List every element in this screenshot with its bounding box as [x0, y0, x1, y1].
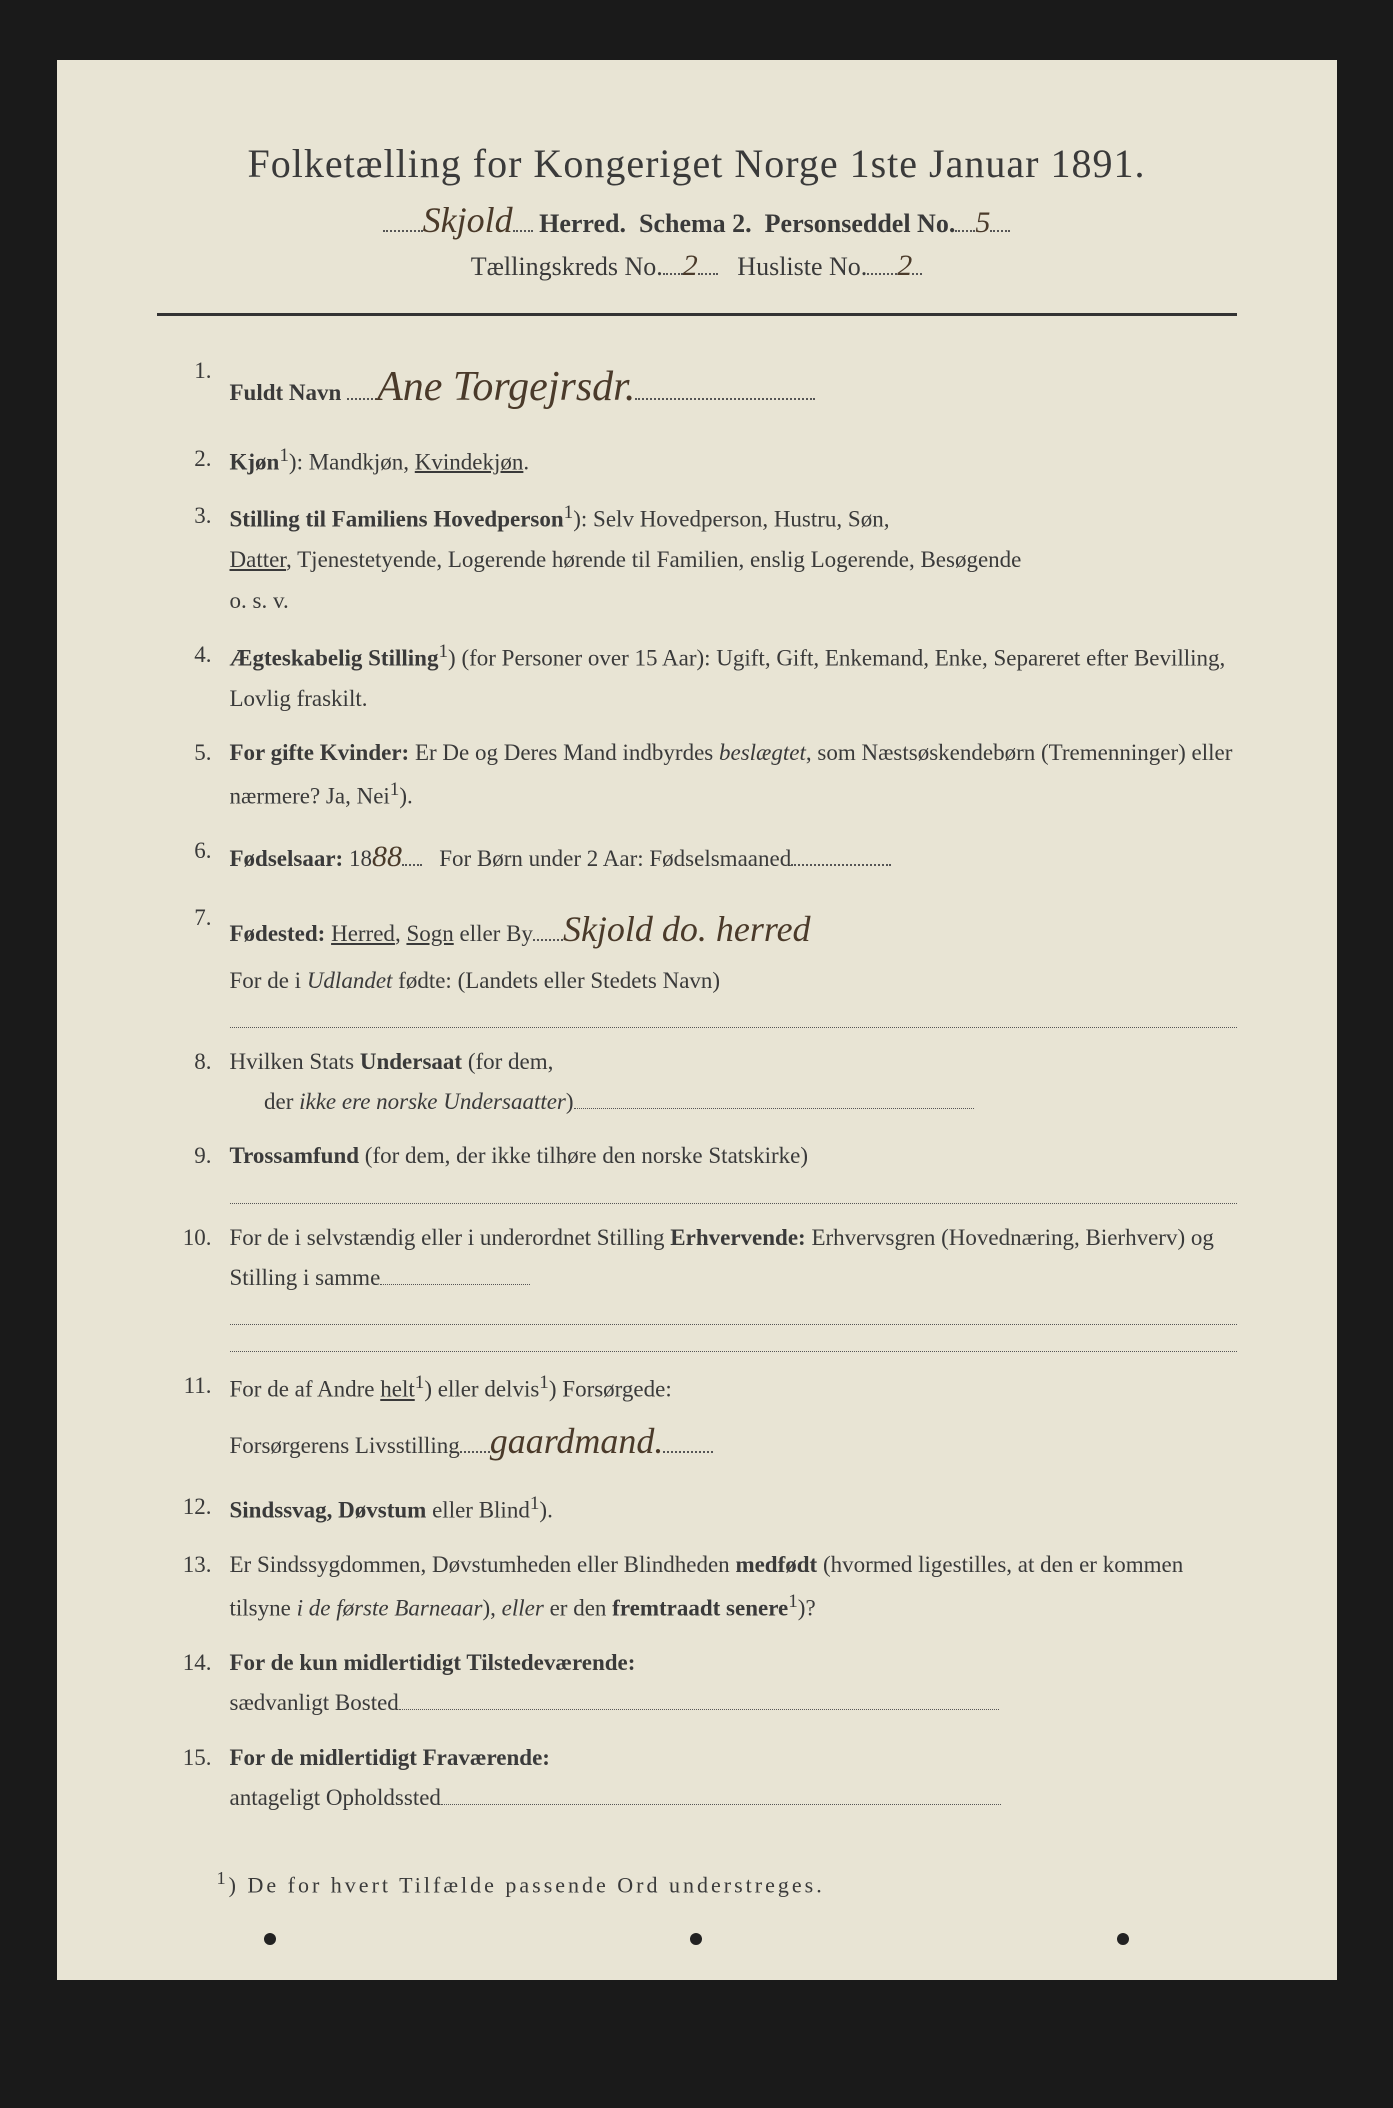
aegteskab-label: Ægteskabelig Stilling: [230, 645, 439, 670]
item-13: 13. Er Sindssygdommen, Døvstumheden elle…: [157, 1545, 1237, 1629]
fodested-value: Skjold do. herred: [563, 909, 811, 949]
item-15: 15. For de midlertidigt Fraværende: anta…: [157, 1738, 1237, 1819]
taellingskreds-value: 2: [683, 249, 698, 282]
header-row-2: Tællingskreds No. 2 Husliste No. 2: [157, 249, 1237, 283]
taellingskreds-label: Tællingskreds No.: [471, 252, 663, 281]
hole-icon: [1117, 1933, 1129, 1945]
herred-label: Herred.: [539, 209, 626, 238]
hole-icon: [690, 1933, 702, 1945]
stilling-selected: Datter: [230, 547, 287, 572]
sindssvag-label: Sindssvag, Døvstum: [230, 1498, 427, 1523]
kjon-label: Kjøn: [230, 449, 280, 474]
item-9: 9. Trossamfund (for dem, der ikke tilhør…: [157, 1136, 1237, 1203]
midlertidig-fravaer-label: For de midlertidigt Fraværende:: [230, 1745, 550, 1770]
item-12: 12. Sindssvag, Døvstum eller Blind1).: [157, 1487, 1237, 1531]
item-11: 11. For de af Andre helt1) eller delvis1…: [157, 1366, 1237, 1473]
kjon-selected: Kvindekjøn: [415, 449, 524, 474]
item-3: 3. Stilling til Familiens Hovedperson1):…: [157, 496, 1237, 620]
stilling-label: Stilling til Familiens Hovedperson: [230, 507, 564, 532]
page-title: Folketælling for Kongeriget Norge 1ste J…: [157, 140, 1237, 187]
personseddel-value: 5: [975, 206, 990, 239]
fodselsaar-label: Fødselsaar:: [230, 846, 344, 871]
fuldt-navn-label: Fuldt Navn: [230, 380, 342, 405]
fodested-label: Fødested:: [230, 921, 326, 946]
hole-icon: [264, 1933, 276, 1945]
forsorger-value: gaardmand.: [490, 1421, 664, 1461]
personseddel-label: Personseddel No.: [765, 209, 956, 238]
fodselsaar-value: 88: [372, 840, 402, 873]
item-2: 2. Kjøn1): Mandkjøn, Kvindekjøn.: [157, 439, 1237, 483]
punch-holes: [57, 1933, 1337, 1945]
item-6: 6. Fødselsaar: 1888 For Børn under 2 Aar…: [157, 831, 1237, 884]
item-7: 7. Fødested: Herred, Sogn eller BySkjold…: [157, 898, 1237, 1028]
divider: [157, 313, 1237, 316]
fuldt-navn-value: Ane Torgejrsdr.: [377, 364, 635, 410]
husliste-label: Husliste No.: [737, 252, 867, 281]
trossamfund-label: Trossamfund: [230, 1143, 360, 1168]
census-form-page: Folketælling for Kongeriget Norge 1ste J…: [57, 60, 1337, 1980]
schema-label: Schema 2.: [639, 209, 752, 238]
item-14: 14. For de kun midlertidigt Tilstedevære…: [157, 1643, 1237, 1724]
item-10: 10. For de i selvstændig eller i underor…: [157, 1218, 1237, 1353]
gifte-kvinder-label: For gifte Kvinder:: [230, 740, 410, 765]
husliste-value: 2: [897, 249, 912, 282]
form-list: 1. Fuldt Navn Ane Torgejrsdr. 2. Kjøn1):…: [157, 351, 1237, 1818]
midlertidig-tilstede-label: For de kun midlertidigt Tilstedeværende:: [230, 1650, 636, 1675]
item-4: 4. Ægteskabelig Stilling1) (for Personer…: [157, 635, 1237, 719]
footnote: 1) De for hvert Tilfælde passende Ord un…: [157, 1868, 1237, 1898]
item-1: 1. Fuldt Navn Ane Torgejrsdr.: [157, 351, 1237, 425]
header-row-1: Skjold Herred. Schema 2. Personseddel No…: [157, 199, 1237, 241]
item-5: 5. For gifte Kvinder: Er De og Deres Man…: [157, 733, 1237, 817]
herred-value: Skjold: [423, 200, 513, 240]
item-8: 8. Hvilken Stats Undersaat (for dem, der…: [157, 1042, 1237, 1123]
